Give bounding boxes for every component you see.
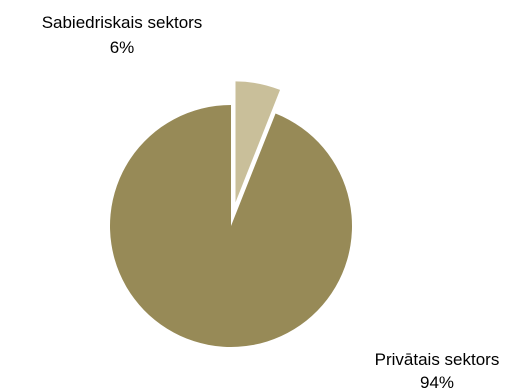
slice-label-privatais-name: Privātais sektors [375, 350, 500, 369]
slice-label-sabiedriskais-name: Sabiedriskais sektors [42, 13, 203, 32]
label-privatais: Privātais sektors 94% [375, 350, 500, 392]
slice-label-privatais-value: 94% [420, 373, 454, 392]
label-sabiedriskais: Sabiedriskais sektors 6% [42, 13, 203, 57]
slice-label-sabiedriskais-value: 6% [110, 38, 135, 57]
pie-slice-sabiedriskais [235, 81, 281, 203]
pie-slices [110, 81, 352, 347]
pie-slice-privatais [110, 105, 352, 347]
